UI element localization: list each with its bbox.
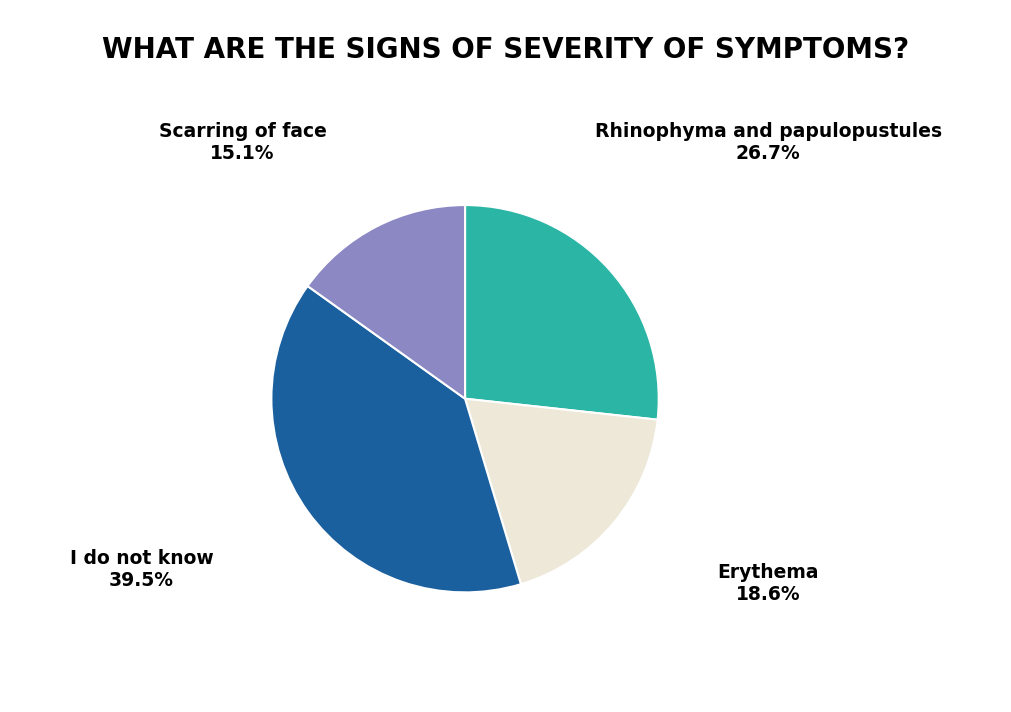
Text: WHAT ARE THE SIGNS OF SEVERITY OF SYMPTOMS?: WHAT ARE THE SIGNS OF SEVERITY OF SYMPTO… <box>102 36 909 63</box>
Wedge shape <box>465 399 657 584</box>
Text: Scarring of face
15.1%: Scarring of face 15.1% <box>159 122 327 163</box>
Text: Rhinophyma and papulopustules
26.7%: Rhinophyma and papulopustules 26.7% <box>594 122 942 163</box>
Wedge shape <box>271 286 521 592</box>
Text: I do not know
39.5%: I do not know 39.5% <box>70 549 213 590</box>
Wedge shape <box>465 205 659 419</box>
Text: Erythema
18.6%: Erythema 18.6% <box>718 563 819 604</box>
Wedge shape <box>307 205 465 399</box>
